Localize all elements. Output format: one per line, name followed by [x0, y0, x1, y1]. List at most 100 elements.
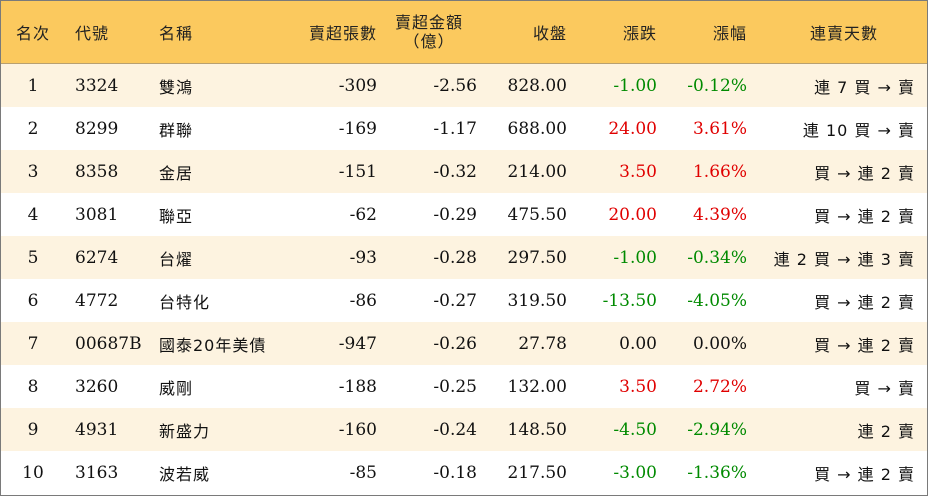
cell-code: 3260 — [75, 376, 119, 397]
cell-close: 132.00 — [507, 376, 567, 397]
cell-streak: 買 → 連 2 賣 — [814, 163, 915, 183]
table-row: 7 00687B 國泰20年美債 -947 -0.26 27.78 0.00 0.00% 買 →… — [1, 322, 927, 365]
cell-change: -4.50 — [613, 419, 657, 440]
cell-rank: 6 — [27, 290, 39, 311]
cell-streak: 買 → 連 2 賣 — [814, 292, 915, 312]
cell-change: -3.00 — [613, 462, 657, 483]
cell-change-pct: -0.34% — [687, 247, 747, 268]
table-row: 1 3324 雙鴻 -309 -2.56 828.00 -1.00 -0.12% 連 7 買 →… — [1, 64, 927, 107]
cell-rank: 1 — [27, 75, 39, 96]
cell-change-pct: 1.66% — [692, 161, 747, 182]
cell-sell-lots: -151 — [338, 161, 377, 182]
cell-close: 214.00 — [507, 161, 567, 182]
cell-sell-lots: -62 — [349, 204, 377, 225]
cell-close: 319.50 — [507, 290, 567, 311]
header-close: 收盤 — [532, 24, 567, 43]
header-name: 名稱 — [159, 24, 194, 43]
cell-change-pct: -4.05% — [687, 290, 747, 311]
cell-name: 聯亞 — [159, 206, 194, 226]
cell-streak: 買 → 連 2 賣 — [814, 206, 915, 226]
cell-sell-amount: -0.27 — [433, 290, 477, 311]
header-sell-lots: 賣超張數 — [308, 24, 377, 43]
cell-name: 台特化 — [159, 292, 211, 312]
header-change: 漲跌 — [622, 24, 657, 43]
cell-rank: 4 — [27, 204, 39, 225]
cell-sell-lots: -309 — [338, 75, 377, 96]
header-rank: 名次 — [15, 24, 50, 43]
cell-change: 0.00 — [619, 333, 657, 354]
cell-code: 8358 — [75, 161, 119, 182]
cell-change: -13.50 — [602, 290, 657, 311]
cell-change: 24.00 — [608, 118, 657, 139]
cell-name: 國泰20年美債 — [159, 335, 267, 355]
cell-close: 475.50 — [507, 204, 567, 225]
cell-code: 00687B — [75, 333, 142, 354]
cell-rank: 3 — [27, 161, 39, 182]
cell-change: 20.00 — [608, 204, 657, 225]
cell-change-pct: 0.00% — [692, 333, 747, 354]
cell-rank: 2 — [27, 118, 39, 139]
cell-name: 台燿 — [159, 249, 194, 269]
cell-close: 297.50 — [507, 247, 567, 268]
table-row: 9 4931 新盛力 -160 -0.24 148.50 -4.50 -2.94% 連 2 賣 — [1, 408, 927, 451]
table-row: 6 4772 台特化 -86 -0.27 319.50 -13.50 -4.05% 買 → 連 … — [1, 279, 927, 322]
cell-change-pct: -1.36% — [687, 462, 747, 483]
cell-sell-lots: -188 — [338, 376, 377, 397]
table-row: 3 8358 金居 -151 -0.32 214.00 3.50 1.66% 買 → 連 2 賣 — [1, 150, 927, 193]
header-sell-amount: 賣超金額 （億） — [379, 1, 479, 63]
cell-change: 3.50 — [619, 161, 657, 182]
cell-change: -1.00 — [613, 75, 657, 96]
cell-sell-amount: -0.25 — [433, 376, 477, 397]
cell-sell-lots: -160 — [338, 419, 377, 440]
cell-streak: 連 7 買 → 賣 — [814, 77, 915, 97]
cell-streak: 買 → 連 2 賣 — [814, 335, 915, 355]
header-code: 代號 — [75, 24, 110, 43]
header-sell-amount-line1: 賣超金額 — [394, 13, 463, 32]
cell-change-pct: -2.94% — [687, 419, 747, 440]
cell-name: 雙鴻 — [159, 77, 194, 97]
cell-sell-lots: -86 — [349, 290, 377, 311]
cell-streak: 買 → 連 2 賣 — [814, 464, 915, 484]
cell-streak: 連 2 賣 — [857, 421, 915, 441]
cell-sell-amount: -0.26 — [433, 333, 477, 354]
cell-code: 3324 — [75, 75, 119, 96]
cell-sell-amount: -0.29 — [433, 204, 477, 225]
table-row: 5 6274 台燿 -93 -0.28 297.50 -1.00 -0.34% 連 2 買 → … — [1, 236, 927, 279]
cell-streak: 連 2 買 → 連 3 賣 — [773, 249, 915, 269]
cell-streak: 買 → 賣 — [854, 378, 915, 398]
cell-close: 148.50 — [507, 419, 567, 440]
cell-sell-lots: -947 — [338, 333, 377, 354]
table-header: 名次 代號 名稱 賣超張數 賣超金額 （億） 收盤 漲跌 漲幅 連賣天數 — [1, 1, 927, 64]
cell-code: 4931 — [75, 419, 119, 440]
table-row: 8 3260 威剛 -188 -0.25 132.00 3.50 2.72% 買 → 賣 — [1, 365, 927, 408]
cell-name: 新盛力 — [159, 421, 211, 441]
cell-change-pct: 4.39% — [692, 204, 747, 225]
cell-code: 6274 — [75, 247, 119, 268]
cell-close: 828.00 — [507, 75, 567, 96]
cell-change: 3.50 — [619, 376, 657, 397]
table-row: 4 3081 聯亞 -62 -0.29 475.50 20.00 4.39% 買 → 連 2 賣 — [1, 193, 927, 236]
cell-close: 688.00 — [507, 118, 567, 139]
cell-change-pct: -0.12% — [687, 75, 747, 96]
header-streak: 連賣天數 — [809, 24, 878, 43]
cell-sell-amount: -1.17 — [433, 118, 477, 139]
cell-rank: 10 — [22, 462, 44, 483]
table-row: 2 8299 群聯 -169 -1.17 688.00 24.00 3.61% 連 10 買 →… — [1, 107, 927, 150]
cell-name: 群聯 — [159, 120, 194, 140]
header-change-pct: 漲幅 — [712, 24, 747, 43]
cell-code: 4772 — [75, 290, 119, 311]
cell-streak: 連 10 買 → 賣 — [802, 120, 915, 140]
cell-code: 3081 — [75, 204, 119, 225]
cell-rank: 5 — [27, 247, 39, 268]
cell-change-pct: 2.72% — [692, 376, 747, 397]
cell-rank: 7 — [27, 333, 39, 354]
cell-rank: 9 — [27, 419, 39, 440]
cell-sell-amount: -0.24 — [433, 419, 477, 440]
cell-close: 217.50 — [507, 462, 567, 483]
cell-close: 27.78 — [518, 333, 567, 354]
cell-rank: 8 — [27, 376, 39, 397]
header-sell-amount-line2: （億） — [403, 32, 455, 51]
cell-code: 3163 — [75, 462, 119, 483]
cell-name: 威剛 — [159, 378, 194, 398]
